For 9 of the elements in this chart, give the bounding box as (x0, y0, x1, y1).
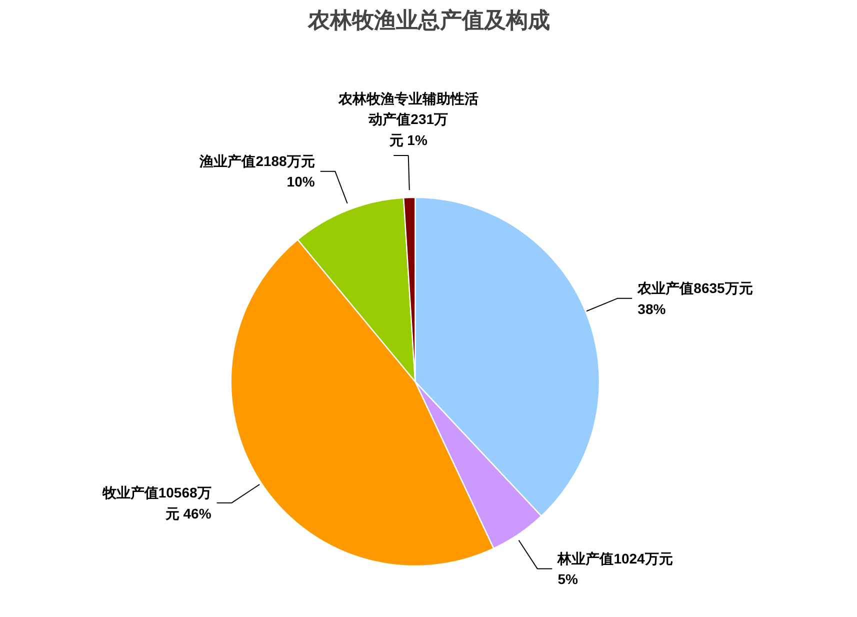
slice-label: 牧业产值10568万元 46% (101, 484, 212, 522)
slice-label: 林业产值1024万元 (556, 550, 673, 566)
slice-label: 渔业产值2188万元 (198, 152, 315, 169)
data-label: 10% (286, 174, 316, 190)
slice-label: 农林牧渔专业辅助性活动产值231万元 1% (337, 90, 478, 148)
chart-title: 农林牧渔业总产值及构成 (307, 8, 550, 34)
data-label: 5% (558, 571, 578, 588)
data-label: 38% (638, 300, 666, 317)
slice-label: 农业产值8635万元 (636, 280, 753, 296)
